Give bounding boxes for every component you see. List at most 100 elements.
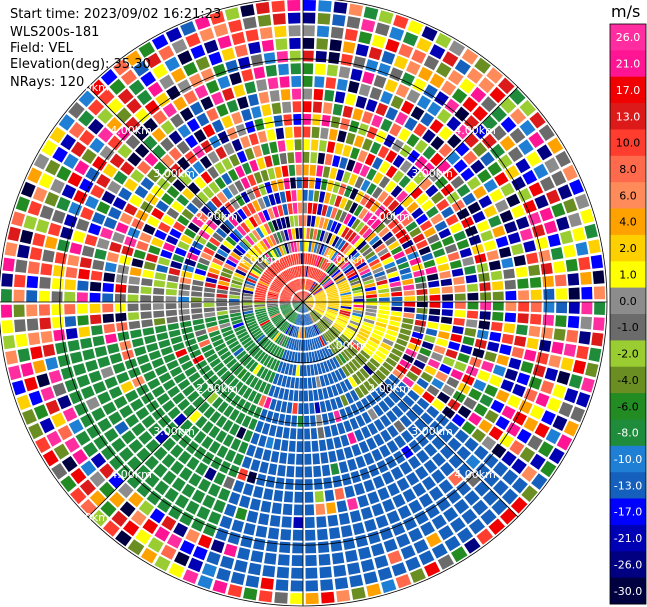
velocity-gate <box>298 278 301 290</box>
velocity-gate <box>543 220 558 235</box>
velocity-gate <box>201 344 213 353</box>
velocity-gate <box>104 262 117 273</box>
velocity-gate <box>163 353 176 364</box>
velocity-gate <box>529 277 542 288</box>
velocity-gate <box>329 193 337 206</box>
velocity-gate <box>262 340 272 350</box>
velocity-gate <box>276 276 285 285</box>
velocity-gate <box>274 166 282 179</box>
velocity-gate <box>153 161 168 175</box>
velocity-gate <box>42 344 56 357</box>
velocity-gate <box>459 247 472 258</box>
velocity-gate <box>508 357 522 370</box>
velocity-gate <box>337 317 348 324</box>
velocity-gate <box>217 35 232 49</box>
velocity-gate <box>181 483 196 498</box>
velocity-gate <box>287 203 293 215</box>
velocity-gate <box>339 335 349 345</box>
velocity-gate <box>178 283 191 291</box>
velocity-gate <box>373 404 384 417</box>
velocity-gate <box>316 38 329 50</box>
velocity-gate <box>57 425 73 441</box>
velocity-gate <box>281 306 292 312</box>
velocity-gate <box>431 378 444 390</box>
velocity-gate <box>274 592 288 604</box>
velocity-gate <box>314 306 325 312</box>
velocity-gate <box>294 302 303 309</box>
velocity-gate <box>35 436 51 454</box>
velocity-gate <box>317 528 328 541</box>
velocity-gate <box>46 430 62 447</box>
velocity-gate <box>192 354 205 365</box>
velocity-gate <box>191 285 203 292</box>
velocity-gate <box>94 248 107 260</box>
velocity-gate <box>335 355 344 366</box>
velocity-gate <box>370 542 385 557</box>
velocity-gate <box>520 361 534 374</box>
velocity-gate <box>127 539 145 556</box>
velocity-gate <box>415 213 429 225</box>
velocity-gate <box>263 52 276 65</box>
velocity-gate <box>300 302 303 313</box>
velocity-gate <box>303 292 308 302</box>
colorbar-segment <box>610 314 646 341</box>
velocity-gate <box>299 327 302 339</box>
velocity-gate <box>152 144 166 159</box>
velocity-gate <box>216 191 228 204</box>
velocity-gate <box>507 232 521 245</box>
velocity-gate <box>492 302 504 311</box>
velocity-gate <box>141 319 153 328</box>
velocity-gate <box>201 563 217 578</box>
velocity-gate <box>336 279 348 287</box>
velocity-gate <box>140 71 156 87</box>
velocity-gate <box>440 445 454 460</box>
velocity-gate <box>311 283 319 293</box>
velocity-gate <box>143 261 156 271</box>
velocity-gate <box>13 289 25 302</box>
velocity-gate <box>299 302 303 313</box>
velocity-gate <box>530 453 546 470</box>
velocity-gate <box>51 209 66 224</box>
velocity-gate <box>511 204 526 219</box>
velocity-gate <box>274 317 284 325</box>
velocity-gate <box>265 326 275 335</box>
velocity-gate <box>247 323 258 330</box>
velocity-gate <box>501 333 514 345</box>
velocity-gate <box>289 428 297 440</box>
velocity-gate <box>399 415 412 428</box>
velocity-gate <box>224 201 236 214</box>
velocity-gate <box>341 302 352 305</box>
velocity-gate <box>291 281 298 291</box>
velocity-gate <box>307 339 311 351</box>
velocity-gate <box>461 421 476 435</box>
velocity-gate <box>488 215 502 228</box>
velocity-gate <box>465 454 481 470</box>
velocity-gate <box>511 346 525 359</box>
velocity-gate <box>243 339 254 349</box>
velocity-gate <box>233 453 244 466</box>
velocity-gate <box>406 371 419 382</box>
velocity-gate <box>323 280 334 288</box>
velocity-gate <box>225 59 239 74</box>
velocity-gate <box>42 450 59 467</box>
velocity-gate <box>311 311 319 321</box>
velocity-gate <box>320 452 329 464</box>
velocity-gate <box>179 107 194 122</box>
velocity-gate <box>102 401 117 416</box>
velocity-gate <box>327 330 336 340</box>
velocity-gate <box>283 388 290 401</box>
velocity-gate <box>441 235 455 247</box>
velocity-gate <box>289 312 297 322</box>
velocity-gate <box>542 275 554 288</box>
velocity-gate <box>275 347 283 359</box>
velocity-gate <box>487 341 500 353</box>
velocity-gate <box>366 437 377 451</box>
velocity-gate <box>326 287 337 293</box>
velocity-gate <box>318 273 327 283</box>
velocity-gate <box>324 89 335 102</box>
velocity-gate <box>296 453 303 465</box>
velocity-gate <box>56 196 71 212</box>
velocity-gate <box>257 336 268 346</box>
velocity-gate <box>404 296 416 301</box>
velocity-gate <box>190 303 202 308</box>
